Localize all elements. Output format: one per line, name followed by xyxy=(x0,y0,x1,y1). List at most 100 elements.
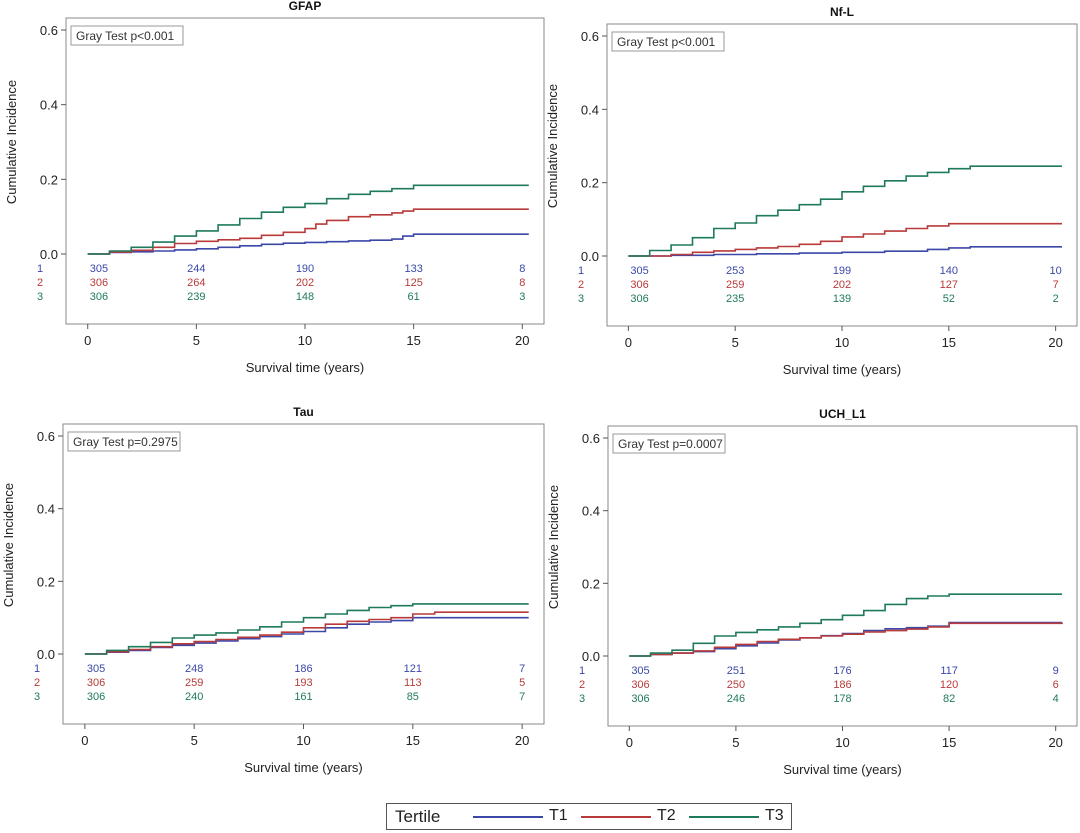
chart-panel-4: UCH_L1 0.0 0.2 0.4 0.6 Cumulative Incidence 0 5… xyxy=(546,407,1078,777)
risk-value: 306 xyxy=(87,691,105,703)
risk-value: 140 xyxy=(940,265,958,277)
risk-row-label: 1 xyxy=(37,263,43,275)
x-axis-label: Survival time (years) xyxy=(783,362,901,377)
chart-title: UCH_L1 xyxy=(819,407,866,421)
inset-text: Gray Test p<0.001 xyxy=(617,35,716,49)
risk-value: 148 xyxy=(296,291,314,303)
risk-value: 251 xyxy=(727,665,745,677)
x-tick-label: 20 xyxy=(1048,735,1062,750)
y-tick-label: 0.6 xyxy=(581,29,599,44)
risk-value: 5 xyxy=(519,677,525,689)
y-axis-label: Cumulative Incidence xyxy=(4,80,19,204)
risk-value: 190 xyxy=(296,263,314,275)
risk-value: 161 xyxy=(294,691,312,703)
x-tick-label: 10 xyxy=(835,735,849,750)
chart-panel-2: Nf-L 0.0 0.2 0.4 0.6 Cumulative Incidence 0 5 10… xyxy=(545,5,1078,377)
risk-row-label: 3 xyxy=(578,293,584,305)
x-tick-label: 15 xyxy=(406,333,420,348)
y-tick-label: 0.2 xyxy=(581,176,599,191)
risk-value: 7 xyxy=(1053,279,1059,291)
risk-row-label: 3 xyxy=(34,691,40,703)
risk-value: 264 xyxy=(187,277,205,289)
risk-value: 139 xyxy=(833,293,851,305)
risk-row-label: 2 xyxy=(34,677,40,689)
x-tick-label: 5 xyxy=(191,733,198,748)
x-tick-label: 0 xyxy=(626,735,633,750)
risk-value: 246 xyxy=(727,693,745,705)
y-tick-label: 0.6 xyxy=(40,23,58,38)
risk-value: 306 xyxy=(87,677,105,689)
risk-value: 259 xyxy=(185,677,203,689)
risk-row-label: 3 xyxy=(579,693,585,705)
chart-panel-1: GFAP 0.0 0.2 0.4 0.6 Cumulative Incidence 0 5 10… xyxy=(4,0,545,375)
series-line-t2 xyxy=(628,222,1062,257)
series-line-t3 xyxy=(629,593,1063,657)
x-tick-label: 20 xyxy=(515,733,529,748)
inset-text: Gray Test p=0.0007 xyxy=(618,437,723,451)
risk-value: 125 xyxy=(404,277,422,289)
risk-value: 7 xyxy=(519,663,525,675)
y-tick-label: 0.0 xyxy=(582,649,600,664)
risk-value: 120 xyxy=(940,679,958,691)
risk-value: 7 xyxy=(519,691,525,703)
y-axis-label: Cumulative Incidence xyxy=(546,485,561,609)
x-tick-label: 0 xyxy=(81,733,88,748)
risk-value: 305 xyxy=(630,265,648,277)
risk-value: 306 xyxy=(630,293,648,305)
inset-box xyxy=(611,31,725,52)
risk-value: 186 xyxy=(833,679,851,691)
y-tick-label: 0.0 xyxy=(40,247,58,262)
gray-test-inset: Gray Test p<0.001 xyxy=(70,25,184,46)
x-tick-label: 5 xyxy=(732,335,739,350)
series-line-t1 xyxy=(84,616,529,655)
legend-label-t1: T1 xyxy=(549,807,568,824)
inset-box xyxy=(67,431,181,452)
legend-swatch-t3 xyxy=(689,816,759,818)
risk-value: 9 xyxy=(1053,665,1059,677)
series-line-t1 xyxy=(87,233,529,255)
x-tick-label: 15 xyxy=(942,335,956,350)
x-tick-label: 15 xyxy=(942,735,956,750)
risk-value: 199 xyxy=(833,265,851,277)
risk-value: 305 xyxy=(631,665,649,677)
risk-value: 85 xyxy=(407,691,419,703)
chart-title: Nf-L xyxy=(830,5,854,19)
risk-value: 306 xyxy=(630,279,648,291)
risk-value: 305 xyxy=(90,263,108,275)
x-tick-label: 10 xyxy=(298,333,312,348)
y-tick-label: 0.4 xyxy=(581,102,599,117)
inset-text: Gray Test p<0.001 xyxy=(76,29,175,43)
risk-value: 52 xyxy=(943,293,955,305)
legend: Tertile T1 T2 T3 xyxy=(386,803,792,830)
risk-value: 8 xyxy=(519,263,525,275)
x-tick-label: 5 xyxy=(193,333,200,348)
risk-row-label: 1 xyxy=(579,665,585,677)
risk-value: 306 xyxy=(90,277,108,289)
x-axis-label: Survival time (years) xyxy=(246,360,364,375)
risk-value: 113 xyxy=(404,677,422,689)
y-tick-label: 0.6 xyxy=(37,429,55,444)
series-line-t3 xyxy=(628,165,1062,257)
risk-value: 176 xyxy=(833,665,851,677)
legend-title: Tertile xyxy=(395,807,441,826)
series-line-t1 xyxy=(628,246,1062,257)
risk-value: 305 xyxy=(87,663,105,675)
risk-value: 2 xyxy=(1053,293,1059,305)
y-tick-label: 0.4 xyxy=(37,502,55,517)
risk-value: 61 xyxy=(408,291,420,303)
risk-value: 193 xyxy=(294,677,312,689)
y-axis-label: Cumulative Incidence xyxy=(1,483,16,607)
risk-value: 3 xyxy=(519,291,525,303)
legend-label-t3: T3 xyxy=(765,807,784,824)
risk-value: 202 xyxy=(833,279,851,291)
x-tick-label: 10 xyxy=(296,733,310,748)
risk-value: 235 xyxy=(726,293,744,305)
risk-value: 10 xyxy=(1050,265,1062,277)
x-tick-label: 20 xyxy=(515,333,529,348)
risk-value: 248 xyxy=(185,663,203,675)
y-tick-label: 0.0 xyxy=(581,249,599,264)
risk-value: 117 xyxy=(940,665,958,677)
risk-value: 121 xyxy=(404,663,422,675)
risk-value: 82 xyxy=(943,693,955,705)
